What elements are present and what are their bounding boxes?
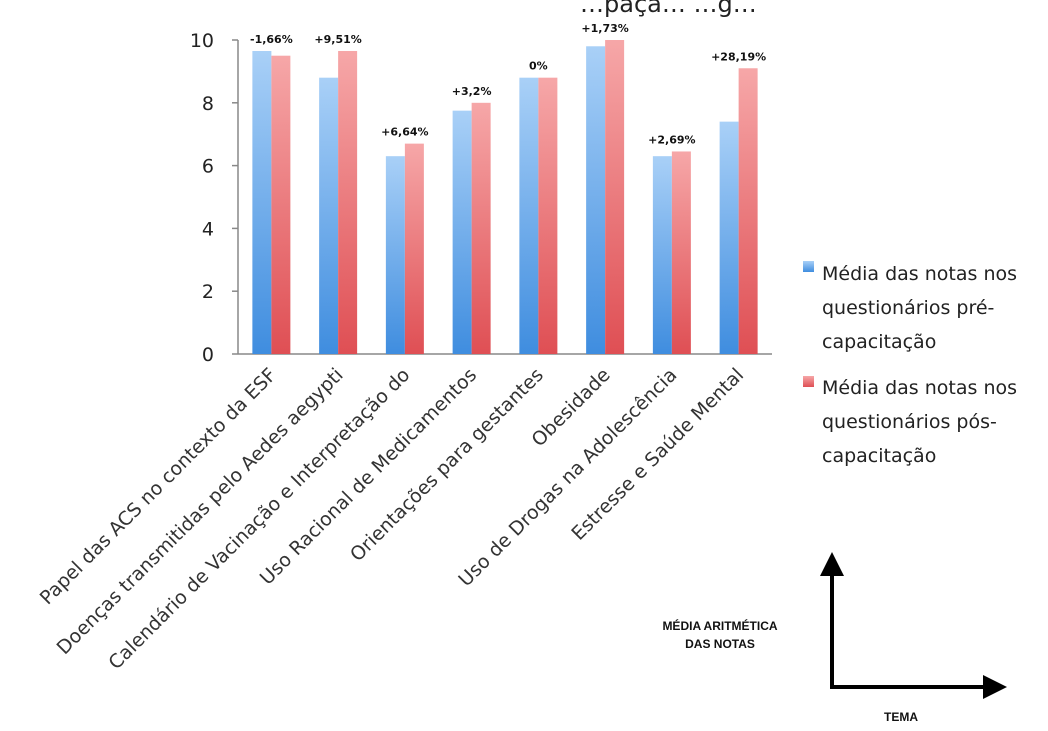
bar-pre-3 bbox=[385, 156, 405, 354]
change-label-7: +2,69% bbox=[648, 133, 695, 146]
bar-pre-6 bbox=[586, 46, 606, 354]
change-label-4: +3,2% bbox=[452, 85, 492, 98]
bar-post-3 bbox=[404, 143, 424, 354]
change-label-2: +9,51% bbox=[314, 33, 361, 46]
y-tick-label: 2 bbox=[202, 281, 214, 303]
legend-post-line-3: capacitação bbox=[822, 445, 936, 467]
bar-pre-5 bbox=[519, 77, 539, 355]
bar-pre-7 bbox=[652, 156, 672, 354]
legend-pre-line-2: questionários pré- bbox=[822, 297, 994, 319]
axis-diagram-y-label-2: DAS NOTAS bbox=[685, 637, 755, 651]
bar-pre-8 bbox=[719, 121, 739, 354]
y-tick-label: 8 bbox=[202, 93, 214, 115]
y-tick-label: 4 bbox=[202, 218, 214, 240]
y-tick-label: 6 bbox=[202, 156, 214, 178]
bar-post-7 bbox=[671, 151, 691, 354]
legend-swatch-pre bbox=[803, 261, 814, 272]
change-label-6: +1,73% bbox=[581, 22, 628, 35]
bar-pre-4 bbox=[452, 110, 472, 355]
y-tick-label: 10 bbox=[190, 30, 214, 52]
category-label-3: Calendário de Vacinação e Interpretação … bbox=[104, 364, 414, 674]
chart-title: …paçã… …g… bbox=[580, 0, 757, 18]
bar-pre-1 bbox=[252, 50, 272, 355]
x-axis-categories: Papel das ACS no contexto da ESFDoenças … bbox=[36, 364, 748, 674]
legend-pre-line-3: capacitação bbox=[822, 331, 936, 353]
legend: Média das notas nos questionários pré- c… bbox=[803, 261, 1017, 467]
change-label-3: +6,64% bbox=[381, 126, 428, 139]
legend-post-line-1: Média das notas nos bbox=[822, 377, 1017, 399]
category-label-2: Doenças transmitidas pelo Aedes aegypti bbox=[53, 364, 348, 659]
change-label-5: 0% bbox=[529, 60, 548, 73]
change-label-8: +28,19% bbox=[711, 50, 766, 63]
axis-diagram: MÉDIA ARITMÉTICA DAS NOTAS TEMA bbox=[662, 552, 1007, 724]
legend-pre-line-1: Média das notas nos bbox=[822, 263, 1017, 285]
bar-post-4 bbox=[471, 102, 491, 354]
bar-post-6 bbox=[605, 40, 625, 354]
change-labels: -1,66% +9,51% +6,64% +3,2% 0% +1,73% +2,69% +28… bbox=[250, 22, 766, 146]
bar-post-5 bbox=[538, 77, 558, 355]
axis-diagram-x-label: TEMA bbox=[884, 710, 918, 724]
bar-post-8 bbox=[738, 68, 758, 354]
y-tick-label: 0 bbox=[202, 344, 214, 366]
change-label-1: -1,66% bbox=[250, 33, 293, 46]
legend-post-line-2: questionários pós- bbox=[822, 411, 997, 433]
legend-swatch-post bbox=[803, 376, 814, 387]
bars bbox=[252, 40, 758, 355]
axis-diagram-y-label-1: MÉDIA ARITMÉTICA bbox=[662, 618, 777, 633]
bar-pre-2 bbox=[319, 77, 339, 355]
category-label-1: Papel das ACS no contexto da ESF bbox=[36, 364, 281, 609]
bar-post-1 bbox=[271, 55, 291, 354]
bar-post-2 bbox=[338, 50, 358, 355]
